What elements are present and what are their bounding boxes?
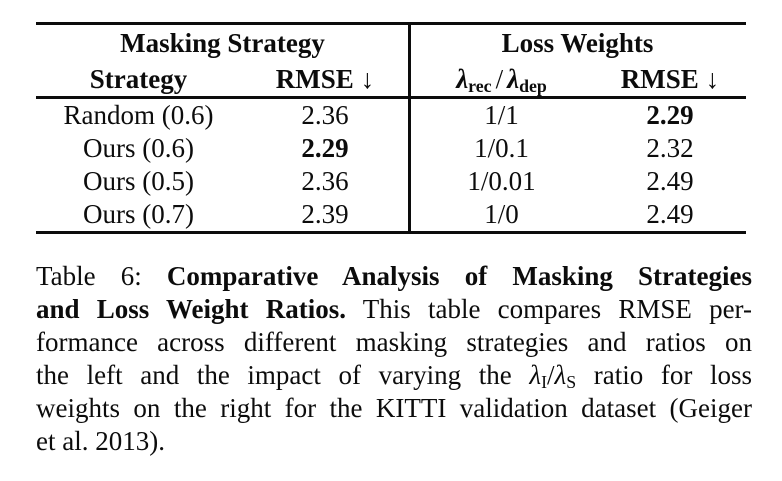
down-arrow-icon: ↓ [705, 64, 720, 94]
table-bottom-rule [36, 231, 746, 234]
caption-line: et al. 2013). [36, 425, 752, 458]
lambda-rec-symbol: λ [456, 64, 469, 94]
column-header-rmse-right: RMSE ↓ [594, 62, 746, 96]
rmse-label: RMSE [620, 64, 699, 94]
table-caption: Table 6: Comparative Analysis of Masking… [36, 260, 752, 458]
column-header-rmse-left: RMSE ↓ [241, 62, 409, 96]
caption-text-segment: weights on the right for the KITTI valid… [36, 393, 752, 423]
caption-text-segment: Comparative Analysis of Masking Strategi… [166, 261, 752, 291]
ratio-cell: 1/1 [484, 100, 519, 130]
rmse-cell: 2.49 [646, 199, 694, 229]
table-6: Masking Strategy Loss Weights Strategy R… [36, 22, 746, 234]
ratio-slash: / [495, 64, 504, 94]
table-grid: Masking Strategy Loss Weights Strategy R… [36, 22, 746, 234]
caption-text-segment: the left and the impact of varying the [36, 360, 530, 390]
rmse-cell: 2.49 [646, 166, 694, 196]
rmse-cell: 2.29 [301, 133, 349, 163]
strategy-cell: Ours (0.5) [83, 166, 194, 196]
caption-text-segment: ratio for loss [576, 360, 752, 390]
rmse-label: RMSE [275, 64, 354, 94]
caption-text-segment: / [547, 360, 555, 390]
ratio-cell: 1/0.01 [467, 166, 536, 196]
caption-text-segment: formance across different masking strate… [36, 327, 752, 357]
strategy-cell: Random (0.6) [63, 100, 214, 130]
lambda-dep-symbol: λ [507, 64, 520, 94]
caption-line: Table 6: Comparative Analysis of Masking… [36, 260, 752, 293]
rmse-cell: 2.36 [301, 100, 349, 130]
caption-text-segment: and Loss Weight Ratios. [36, 294, 346, 324]
column-header-strategy: Strategy [89, 64, 188, 94]
rmse-cell: 2.36 [301, 166, 349, 196]
lambda-rec-subscript: rec [468, 75, 492, 96]
caption-text-segment: I [541, 371, 547, 392]
strategy-cell: Ours (0.6) [83, 133, 194, 163]
table-top-rule [36, 22, 746, 25]
caption-line: weights on the right for the KITTI valid… [36, 392, 752, 425]
group-header-loss-weights: Loss Weights [501, 28, 654, 58]
caption-line: and Loss Weight Ratios. This table compa… [36, 293, 752, 326]
column-header-lambda-ratio: λrec / λdep [409, 62, 594, 96]
caption-line: formance across different masking strate… [36, 326, 752, 359]
caption-text-segment: λ [529, 360, 542, 390]
caption-text-segment: This table compares RMSE per- [346, 294, 752, 324]
down-arrow-icon: ↓ [360, 64, 375, 94]
table-mid-rule [36, 96, 746, 99]
table-vertical-divider [408, 22, 411, 234]
strategy-cell: Ours (0.7) [83, 199, 194, 229]
ratio-cell: 1/0.1 [474, 133, 529, 163]
caption-text-segment: Table 6: [36, 261, 167, 291]
caption-line: the left and the impact of varying the λ… [36, 359, 752, 392]
rmse-cell: 2.32 [646, 133, 694, 163]
caption-text-segment: et al. 2013). [36, 426, 165, 456]
rmse-cell: 2.39 [301, 199, 349, 229]
rmse-cell: 2.29 [646, 100, 694, 130]
caption-text-segment: S [566, 371, 577, 392]
caption-text-segment: λ [554, 360, 567, 390]
ratio-cell: 1/0 [484, 199, 519, 229]
group-header-masking-strategy: Masking Strategy [120, 28, 325, 58]
lambda-dep-subscript: dep [519, 75, 547, 96]
